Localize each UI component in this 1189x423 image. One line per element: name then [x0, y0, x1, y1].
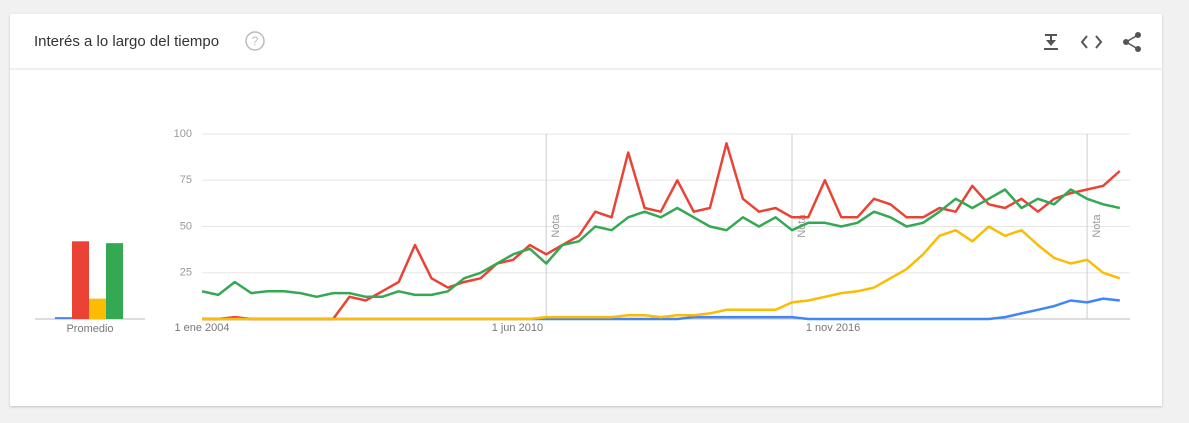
y-tick-label: 100 [174, 128, 192, 140]
y-tick-label: 75 [180, 174, 192, 186]
x-label: Promedio [66, 323, 113, 335]
series-line [202, 142, 1121, 321]
average-bar [89, 298, 106, 319]
x-tick-label: 1 nov 2016 [806, 322, 860, 334]
series-line [202, 225, 1121, 321]
x-tick-label: 1 ene 2004 [174, 322, 229, 334]
card-title: Interés a lo largo del tiempo [34, 33, 219, 50]
embed-icon[interactable] [1080, 35, 1103, 49]
average-bar [55, 317, 72, 319]
x-tick-label: 1 jun 2010 [492, 322, 543, 334]
share-icon[interactable] [1123, 32, 1141, 52]
note-label: Nota [1091, 214, 1103, 238]
help-icon[interactable]: ? [245, 31, 265, 51]
series-line [201, 188, 1121, 299]
card [10, 14, 1162, 406]
download-icon[interactable] [1044, 34, 1058, 50]
svg-text:?: ? [252, 34, 259, 48]
y-tick-label: 25 [180, 267, 192, 279]
note-label: Nota [550, 214, 562, 238]
average-bar [72, 241, 89, 319]
y-tick-label: 50 [180, 220, 192, 232]
average-bar [106, 243, 123, 319]
